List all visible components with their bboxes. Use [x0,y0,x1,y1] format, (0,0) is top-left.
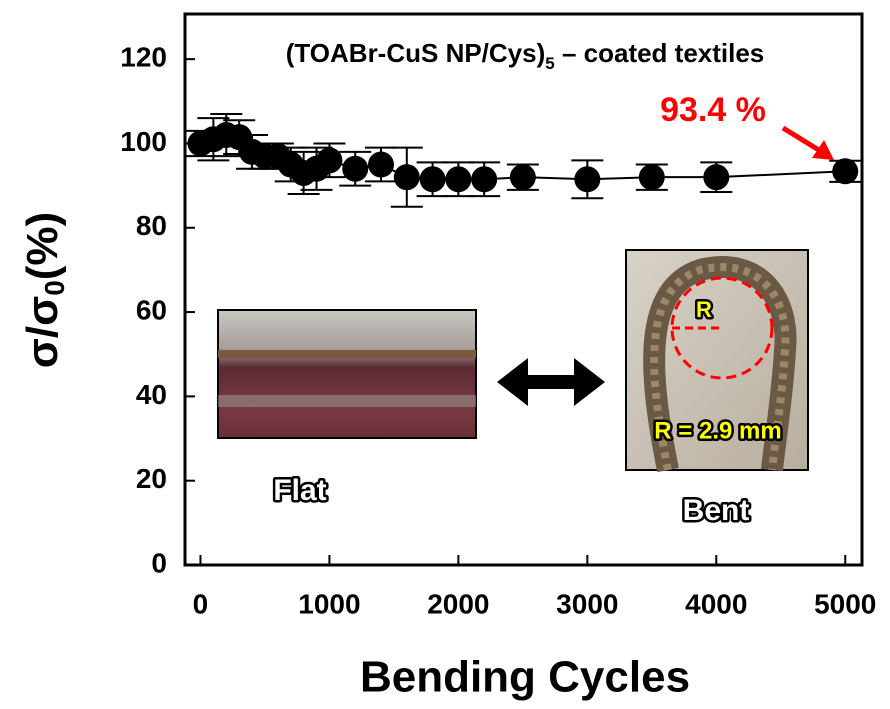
y-tick-label: 120 [120,42,167,73]
data-point [368,151,395,178]
inset-label: Flat [273,474,326,507]
inset-label: Bent [683,494,750,527]
y-tick-label: 60 [136,294,167,325]
data-point [342,155,369,182]
plot-frame [183,12,864,567]
x-axis-label: Bending Cycles [360,653,690,702]
data-point [419,166,446,193]
y-axis-label: σ/σ0(%) [18,212,71,368]
title-part: (TOABr-CuS NP/Cys) [286,38,546,68]
annotation-arrowhead [812,140,834,160]
x-tick-label: 5000 [814,588,876,619]
y-label-subscript: 0 [39,280,70,296]
data-point [445,166,472,193]
radius-value-label: R = 2.9 mm [654,417,781,444]
double-arrow [497,358,605,406]
x-tick-label: 4000 [685,588,747,619]
y-tick-label: 0 [151,547,167,578]
x-tick-label: 2000 [427,588,489,619]
x-tick-label: 1000 [298,588,360,619]
data-point [316,147,343,174]
y-tick-label: 40 [136,379,167,410]
annotation-arrow [781,125,824,155]
title-part: – coated textiles [555,38,765,68]
chart-title: (TOABr-CuS NP/Cys)5 – coated textiles [286,38,765,74]
title-subscript: 5 [545,54,554,73]
data-point [832,158,859,185]
y-label-part: (%) [18,212,67,280]
y-tick-label: 80 [136,210,167,241]
annotation: 93.4 % [660,91,766,129]
data-point [703,164,730,191]
flat-inset [217,309,477,439]
data-point [393,164,420,191]
data-point [638,164,665,191]
x-tick-label: 3000 [556,588,618,619]
data-point [509,164,536,191]
x-tick-label: 0 [193,588,209,619]
bent-inset [625,249,809,473]
y-label-part: σ/σ [18,296,67,368]
data-point [471,166,498,193]
radius-label: R [696,297,712,322]
data-point [574,166,601,193]
y-tick-label: 20 [136,463,167,494]
y-tick-label: 100 [120,126,167,157]
